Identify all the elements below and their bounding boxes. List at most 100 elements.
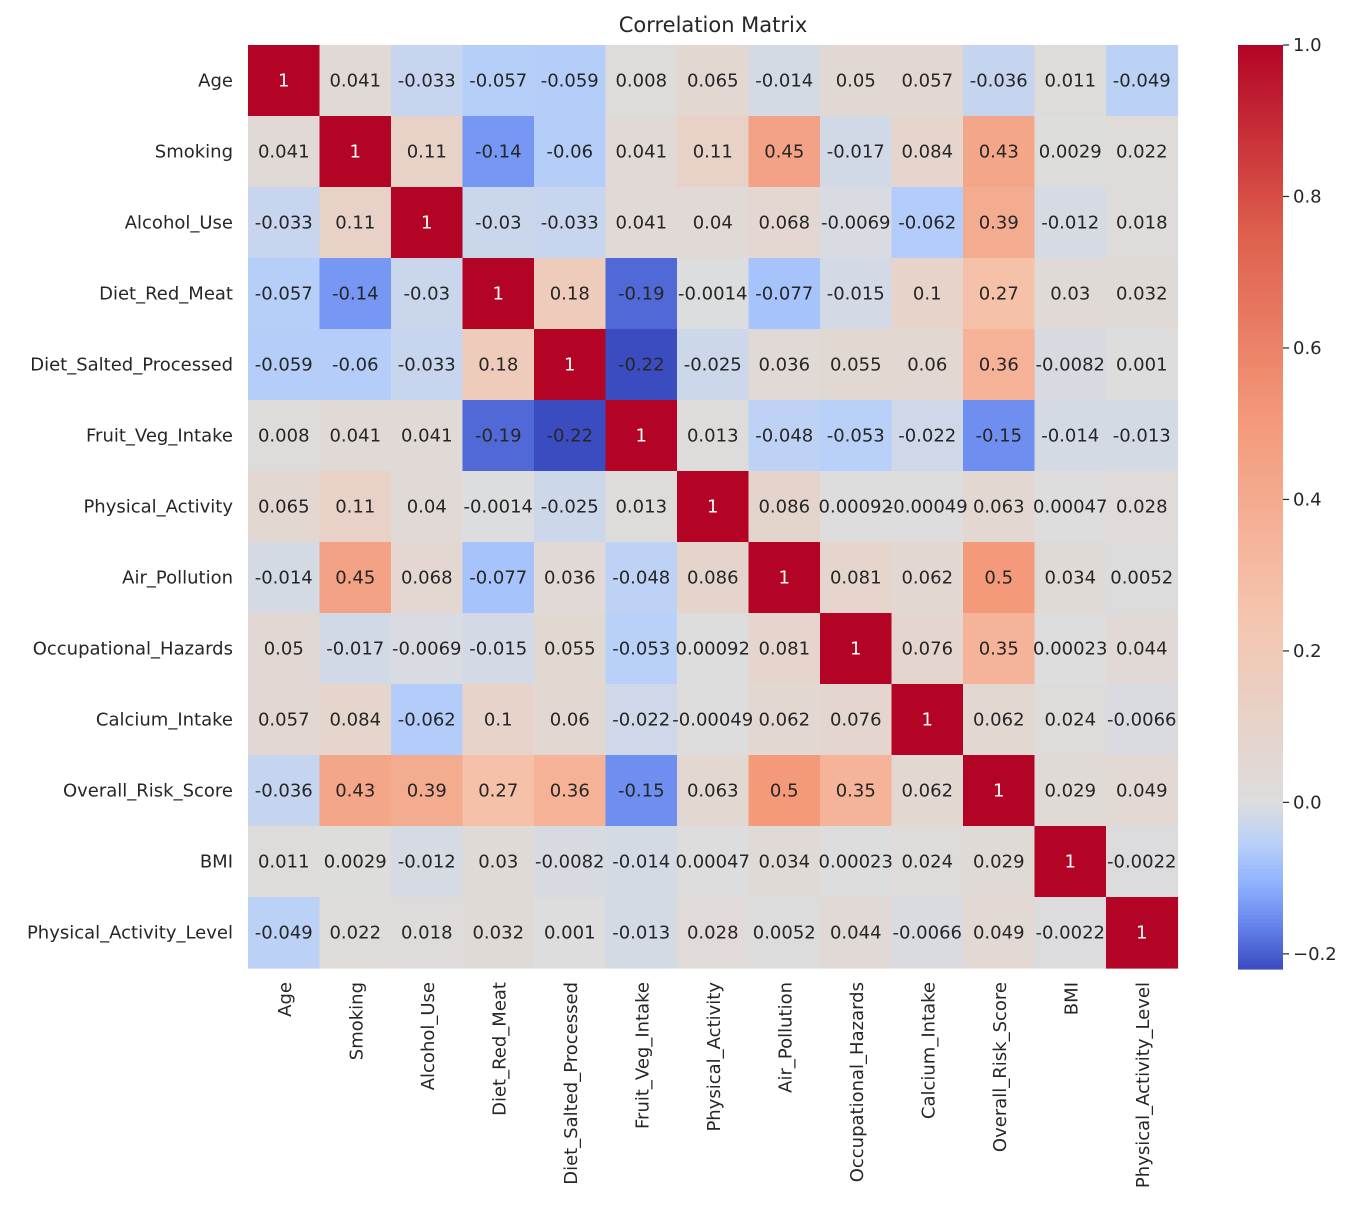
heatmap-cell-10-11 [1034, 755, 1107, 827]
heatmap-cell-2-9 [891, 187, 964, 259]
heatmap-cell-11-0 [248, 826, 321, 898]
colorbar-segment [1238, 349, 1283, 354]
cell-value-label-8-12: 0.044 [1116, 639, 1168, 660]
heatmap-cell-11-7 [748, 826, 821, 898]
colorbar-segment [1238, 626, 1283, 631]
heatmap-cell-5-8 [820, 400, 893, 472]
heatmap-cell-9-9 [891, 684, 964, 756]
cell-value-label-7-9: 0.062 [901, 568, 953, 589]
cell-value-label-11-9: 0.024 [901, 852, 953, 873]
colorbar-segment [1238, 780, 1283, 785]
colorbar-segment [1238, 726, 1283, 731]
cell-value-label-2-7: 0.068 [758, 213, 810, 234]
colorbar-segment [1238, 676, 1283, 681]
y-axis-tick-labels: Age Smoking Alcohol_Use Diet_Red_Meat Diet_S… [27, 71, 233, 944]
colorbar-tick-label: 1.0 [1293, 35, 1322, 56]
cell-value-label-3-7: -0.077 [755, 284, 813, 305]
cell-value-label-6-5: 0.013 [615, 497, 667, 518]
heatmap-cell-7-11 [1034, 542, 1107, 614]
colorbar-segment [1238, 210, 1283, 215]
colorbar-segment [1238, 691, 1283, 697]
heatmap-cell-8-8 [820, 613, 893, 685]
heatmap-cell-9-4 [534, 684, 607, 756]
heatmap-cell-8-6 [677, 613, 750, 685]
heatmap-cell-2-6 [677, 187, 750, 259]
colorbar-segment [1238, 965, 1283, 970]
cell-value-label-10-6: 0.063 [687, 781, 739, 802]
cell-value-label-8-2: -0.0069 [392, 639, 461, 660]
colorbar-segment [1238, 460, 1283, 466]
heatmap-cell-6-11 [1034, 471, 1107, 543]
heatmap-cell-0-12 [1106, 45, 1179, 117]
colorbar-segment [1238, 661, 1283, 666]
heatmap-cell-1-5 [605, 116, 678, 188]
cell-value-label-5-1: 0.041 [329, 426, 381, 447]
heatmap-cell-6-5 [605, 471, 678, 543]
heatmap-cell-8-10 [963, 613, 1036, 685]
heatmap-cell-8-5 [605, 613, 678, 685]
cell-value-label-11-5: -0.014 [612, 852, 670, 873]
cell-value-label-5-9: -0.022 [898, 426, 956, 447]
heatmap-cell-3-5 [605, 258, 678, 330]
cell-value-label-12-6: 0.028 [687, 923, 739, 944]
cell-value-label-1-0: 0.041 [258, 142, 310, 163]
colorbar-segment [1238, 818, 1283, 824]
heatmap-cell-4-12 [1106, 329, 1179, 401]
colorbar-segment [1238, 214, 1283, 219]
heatmap-cell-5-10 [963, 400, 1036, 472]
heatmap-cell-1-9 [891, 116, 964, 188]
cell-value-label-4-5: -0.22 [618, 355, 665, 376]
cell-value-label-6-6: 1 [707, 497, 718, 518]
x-tick-label-physical-activity-level: Physical_Activity_Level [1133, 982, 1154, 1188]
colorbar-segment [1238, 453, 1283, 458]
colorbar-segment [1238, 776, 1283, 781]
colorbar-segment [1238, 345, 1283, 350]
cell-value-label-5-7: -0.048 [755, 426, 813, 447]
heatmap-cell-12-3 [462, 897, 535, 969]
cell-value-label-6-1: 0.11 [335, 497, 375, 518]
colorbar-segment [1238, 741, 1283, 747]
cell-value-label-6-7: 0.086 [758, 497, 810, 518]
cell-value-label-10-11: 0.029 [1044, 781, 1096, 802]
colorbar-segment [1238, 383, 1283, 389]
colorbar-segment [1238, 175, 1283, 181]
cell-value-label-1-1: 1 [350, 142, 361, 163]
colorbar-segment [1238, 295, 1283, 300]
cell-value-label-0-2: -0.033 [398, 71, 456, 92]
x-tick-label-calcium-intake: Calcium_Intake [918, 982, 939, 1119]
colorbar-segment [1238, 753, 1283, 758]
cell-value-label-2-8: -0.0069 [821, 213, 890, 234]
colorbar-segment [1238, 252, 1283, 258]
colorbar-segment [1238, 495, 1283, 500]
colorbar-segment [1238, 379, 1283, 385]
heatmap-cell-2-7 [748, 187, 821, 259]
colorbar-segment [1238, 106, 1283, 112]
heatmap-cell-4-8 [820, 329, 893, 401]
heatmap-cell-9-1 [319, 684, 392, 756]
colorbar-tick-label: 0.6 [1293, 338, 1322, 359]
colorbar-segment [1238, 945, 1283, 951]
colorbar-segment [1238, 395, 1283, 400]
colorbar-segment [1238, 410, 1283, 416]
cell-value-label-9-3: 0.1 [484, 710, 513, 731]
colorbar-segment [1238, 229, 1283, 235]
colorbar-segment [1238, 899, 1283, 905]
colorbar-segment [1238, 560, 1283, 566]
colorbar-segment [1238, 587, 1283, 593]
heatmap-cell-3-2 [391, 258, 464, 330]
heatmap-cell-11-9 [891, 826, 964, 898]
colorbar-segment [1238, 730, 1283, 735]
cell-value-label-0-0: 1 [278, 71, 289, 92]
colorbar-tick-label: 0.0 [1293, 792, 1322, 813]
colorbar-segment [1238, 122, 1283, 127]
cell-value-label-11-3: 0.03 [478, 852, 518, 873]
cell-value-label-4-3: 0.18 [478, 355, 518, 376]
y-tick-label-overall-risk-score: Overall_Risk_Score [63, 781, 233, 802]
cell-value-label-12-11: -0.0022 [1036, 923, 1105, 944]
x-tick-label-overall-risk-score: Overall_Risk_Score [990, 982, 1011, 1152]
colorbar-segment [1238, 233, 1283, 239]
heatmap-cell-8-2 [391, 613, 464, 685]
heatmap-cell-4-9 [891, 329, 964, 401]
cell-value-label-7-6: 0.086 [687, 568, 739, 589]
